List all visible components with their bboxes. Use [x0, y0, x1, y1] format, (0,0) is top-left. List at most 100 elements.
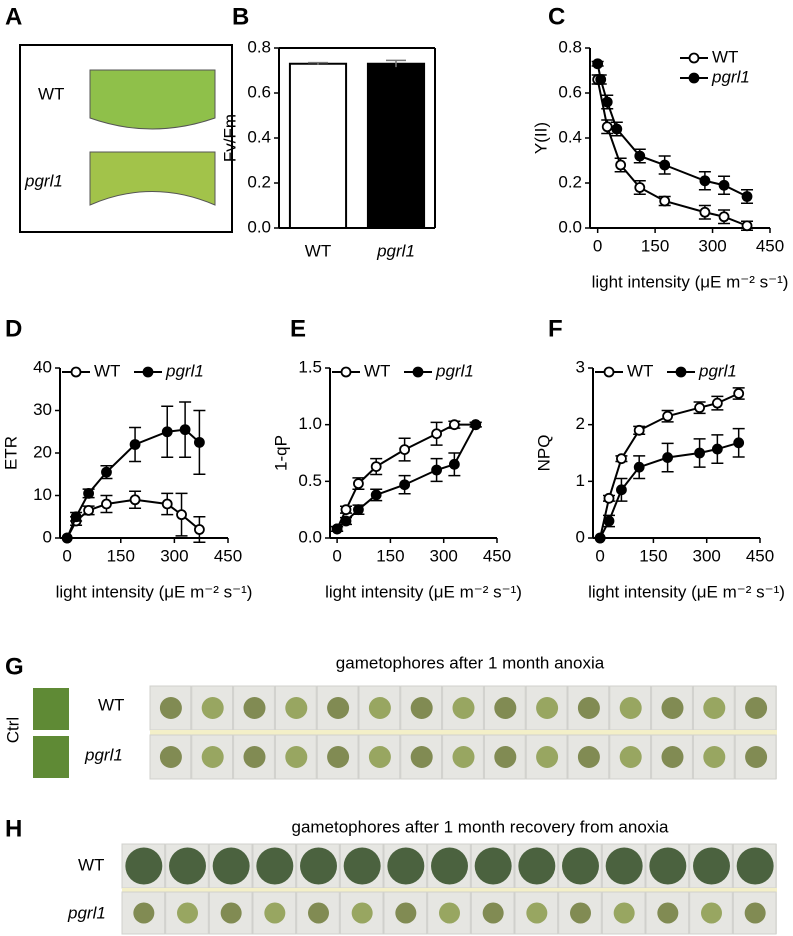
point	[699, 175, 711, 187]
gametophore	[745, 697, 768, 719]
row-label: pgrl1	[84, 745, 123, 764]
photo-tile	[121, 891, 166, 935]
point	[399, 444, 411, 456]
y-axis-label: Y(II)	[531, 122, 550, 154]
photo-tile	[609, 734, 652, 780]
gametophore	[577, 697, 600, 719]
legend-label: pgrl1	[435, 361, 474, 380]
panel-title: gametophores after 1 month recovery from…	[291, 817, 669, 836]
panel-letter: B	[232, 3, 249, 30]
y-axis-label: 1-qP	[271, 435, 290, 471]
x-tick-label: 150	[107, 546, 135, 565]
x-tick-label: 450	[756, 236, 784, 255]
series-line	[596, 79, 748, 227]
point	[699, 206, 711, 218]
y-tick-label: 0.8	[558, 37, 582, 56]
y-tick-label: 1.0	[298, 414, 322, 433]
gametophore	[169, 847, 206, 885]
gametophore	[256, 847, 294, 885]
gametophore	[327, 697, 350, 719]
x-axis-label: light intensity (μE m⁻² s⁻¹)	[588, 582, 785, 601]
gametophore	[285, 697, 308, 719]
point	[711, 443, 723, 455]
gametophore	[649, 847, 687, 885]
point	[659, 195, 671, 207]
x-tick-label: 450	[746, 546, 774, 565]
point	[616, 484, 627, 496]
y-tick-label: 0.4	[247, 127, 271, 146]
divider	[150, 730, 777, 735]
x-tick-label: 450	[214, 546, 242, 565]
point	[694, 447, 705, 459]
point	[340, 504, 352, 516]
point	[353, 478, 364, 490]
point	[603, 492, 615, 504]
x-tick-label: 300	[698, 236, 726, 255]
gametophore	[343, 847, 381, 885]
point	[741, 191, 753, 202]
row-label: WT	[98, 695, 124, 714]
x-axis-label: light intensity (μE m⁻² s⁻¹)	[325, 582, 522, 601]
photo-tile	[601, 891, 646, 935]
gametophore	[410, 746, 433, 768]
point	[634, 150, 646, 162]
gametophore	[368, 697, 391, 719]
error-bar	[308, 61, 328, 65]
photo-tile	[483, 734, 526, 780]
point	[70, 511, 82, 523]
gametophore	[744, 902, 766, 924]
x-tick-label: 0	[332, 546, 341, 565]
photo-tile	[470, 891, 515, 935]
gametophore	[577, 746, 600, 768]
legend-label: WT	[94, 361, 120, 380]
point	[662, 452, 674, 463]
point	[399, 479, 411, 491]
gametophore	[285, 746, 308, 768]
gametophore	[177, 902, 198, 924]
point	[733, 437, 745, 449]
point	[662, 410, 674, 422]
legend-label: WT	[364, 361, 390, 380]
photo-tile	[645, 891, 690, 935]
gametophore	[243, 746, 266, 768]
x-tick-label: 300	[160, 546, 188, 565]
gametophore	[431, 847, 468, 885]
gametophore	[300, 847, 337, 885]
y-tick-label: 0.6	[558, 82, 582, 101]
photo-tile	[316, 734, 359, 780]
panel-a-frame	[19, 44, 233, 233]
row-label: pgrl1	[24, 171, 63, 190]
y-tick-label: 0	[43, 527, 52, 546]
legend-marker	[412, 366, 424, 378]
photo-tile	[296, 891, 340, 935]
point	[601, 96, 613, 108]
legend-label: WT	[627, 361, 653, 380]
photo-tile	[692, 734, 735, 780]
y-tick-label: 30	[33, 400, 52, 419]
gametophore	[482, 902, 504, 924]
gametophore	[657, 902, 679, 924]
point	[83, 504, 94, 516]
ctrl-photo	[33, 736, 69, 778]
gametophore	[201, 697, 224, 719]
photo-tile	[383, 891, 428, 935]
gametophore	[327, 746, 350, 768]
bar	[288, 62, 348, 229]
gametophore	[387, 847, 425, 885]
gametophore	[661, 746, 684, 768]
panel-letter: G	[5, 653, 24, 680]
y-tick-label: 0.2	[558, 172, 582, 191]
point	[711, 397, 723, 409]
legend-label: pgrl1	[165, 361, 204, 380]
point	[331, 523, 343, 535]
y-tick-label: 0.0	[298, 527, 322, 546]
panel-letter: F	[548, 315, 563, 342]
y-tick-label: 2	[576, 414, 585, 433]
error-bar	[386, 59, 406, 68]
gametophore	[518, 847, 556, 885]
leaf-photo	[89, 69, 216, 130]
point	[194, 436, 205, 448]
gametophore	[701, 902, 722, 924]
gametophore	[159, 697, 182, 719]
photo-tile	[149, 734, 192, 780]
